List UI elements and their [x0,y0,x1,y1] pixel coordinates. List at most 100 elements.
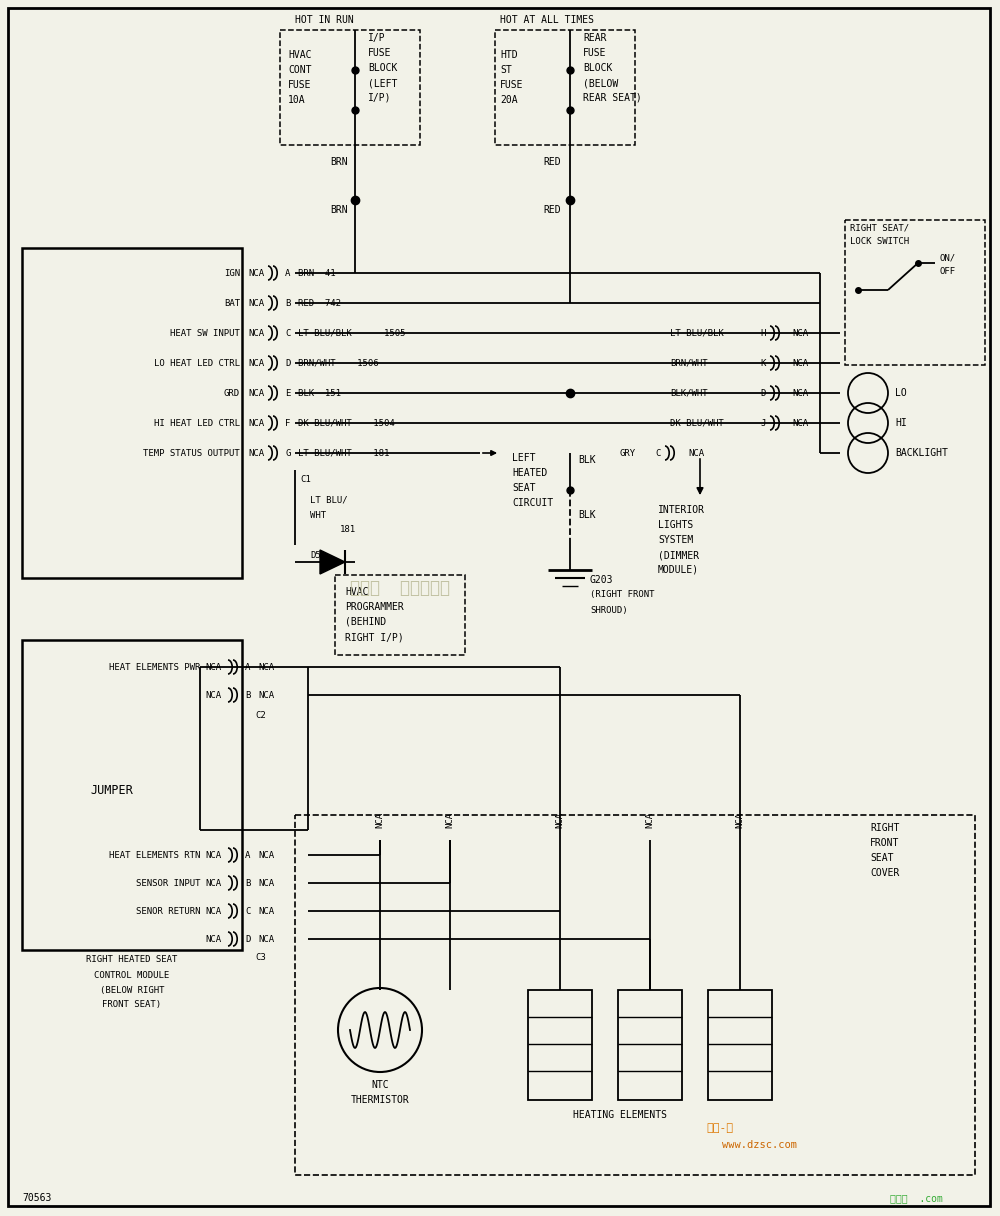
Text: HI HEAT LED CTRL: HI HEAT LED CTRL [154,418,240,428]
Text: REAR: REAR [583,33,606,43]
Text: NCA: NCA [248,388,264,398]
Text: NCA: NCA [248,298,264,308]
Text: FUSE: FUSE [500,80,524,90]
Text: NCA: NCA [248,449,264,457]
Text: RIGHT: RIGHT [870,823,899,833]
Text: (RIGHT FRONT: (RIGHT FRONT [590,591,654,599]
Text: J: J [760,418,765,428]
Bar [295,815,975,1175]
Text: NCA: NCA [446,812,454,828]
Bar [335,575,465,655]
Text: NCA: NCA [736,812,744,828]
Polygon shape [320,550,345,574]
Text: JUMPER: JUMPER [91,783,133,796]
Text: RIGHT SEAT/: RIGHT SEAT/ [850,224,909,232]
Text: NCA: NCA [792,359,808,367]
Text: BRN/WHT    1506: BRN/WHT 1506 [298,359,379,367]
Text: A: A [245,663,250,671]
Text: E: E [285,388,290,398]
Text: NCA: NCA [248,359,264,367]
Text: LT BLU/: LT BLU/ [310,495,348,505]
Text: NCA: NCA [258,663,274,671]
Bar [495,30,635,145]
Text: BLK  151: BLK 151 [298,388,341,398]
Text: 20A: 20A [500,95,518,105]
Text: NCA: NCA [205,906,221,916]
Text: LO HEAT LED CTRL: LO HEAT LED CTRL [154,359,240,367]
Text: HEATED: HEATED [512,468,547,478]
Text: RED: RED [543,157,561,167]
Text: C: C [655,449,660,457]
Text: OFF: OFF [940,268,956,276]
Text: 维库-下: 维库-下 [706,1124,734,1133]
Text: BRN: BRN [330,206,348,215]
Text: NCA: NCA [205,663,221,671]
Text: FRONT: FRONT [870,838,899,848]
Text: HVAC: HVAC [288,50,312,60]
Text: NCA: NCA [258,850,274,860]
Text: D: D [285,359,290,367]
Text: SEAT: SEAT [870,852,894,863]
Text: PROGRAMMER: PROGRAMMER [345,602,404,612]
Text: BAT: BAT [224,298,240,308]
Text: A: A [245,850,250,860]
Text: HOT AT ALL TIMES: HOT AT ALL TIMES [500,15,594,26]
Text: NCA: NCA [646,812,654,828]
Text: NCA: NCA [258,878,274,888]
Text: 10A: 10A [288,95,306,105]
Text: K: K [760,359,765,367]
Text: RIGHT I/P): RIGHT I/P) [345,632,404,642]
Text: NCA: NCA [248,418,264,428]
Text: (DIMMER: (DIMMER [658,550,699,561]
Text: NCA: NCA [258,691,274,699]
Text: FUSE: FUSE [288,80,312,90]
Bar [618,990,682,1100]
Text: TEMP STATUS OUTPUT: TEMP STATUS OUTPUT [143,449,240,457]
Text: A: A [285,269,290,277]
Text: B: B [245,691,250,699]
Text: SENSOR INPUT: SENSOR INPUT [136,878,200,888]
Text: RED  742: RED 742 [298,298,341,308]
Text: MODULE): MODULE) [658,565,699,575]
Text: NCA: NCA [376,812,384,828]
Text: BLK: BLK [578,510,596,520]
Text: NCA: NCA [792,388,808,398]
Text: BRN: BRN [330,157,348,167]
Text: GRD: GRD [224,388,240,398]
Text: LOCK SWITCH: LOCK SWITCH [850,237,909,247]
Text: LT BLU/WHT    181: LT BLU/WHT 181 [298,449,389,457]
Text: SHROUD): SHROUD) [590,606,628,614]
Text: NCA: NCA [792,418,808,428]
Text: NCA: NCA [258,906,274,916]
Text: HI: HI [895,418,907,428]
Text: (LEFT: (LEFT [368,78,397,88]
Text: C2: C2 [255,710,266,720]
Bar [708,990,772,1100]
Text: C: C [245,906,250,916]
Text: H: H [760,328,765,338]
Text: B: B [245,878,250,888]
Text: BLOCK: BLOCK [583,63,612,73]
Text: NCA: NCA [792,328,808,338]
Text: G203: G203 [590,575,614,585]
Text: LIGHTS: LIGHTS [658,520,693,530]
Text: C3: C3 [255,953,266,963]
Text: 杭州将  技有限公司: 杭州将 技有限公司 [350,579,450,597]
Text: NCA: NCA [248,328,264,338]
Text: www.dzsc.com: www.dzsc.com [722,1141,798,1150]
Text: (BEHIND: (BEHIND [345,617,386,627]
Text: DK BLU/WHT: DK BLU/WHT [670,418,724,428]
Text: LT BLU/BLK      1505: LT BLU/BLK 1505 [298,328,406,338]
Text: NCA: NCA [556,812,564,828]
Text: HOT IN RUN: HOT IN RUN [295,15,354,26]
Text: NCA: NCA [258,935,274,944]
Text: HEAT ELEMENTS RTN: HEAT ELEMENTS RTN [109,850,200,860]
Text: BLK: BLK [578,455,596,465]
Bar [280,30,420,145]
Text: G: G [285,449,290,457]
Text: GRY: GRY [620,449,636,457]
Text: CONTROL MODULE: CONTROL MODULE [94,970,170,980]
Text: COVER: COVER [870,868,899,878]
Text: THERMISTOR: THERMISTOR [351,1094,409,1105]
Text: (BELOW RIGHT: (BELOW RIGHT [100,985,164,995]
